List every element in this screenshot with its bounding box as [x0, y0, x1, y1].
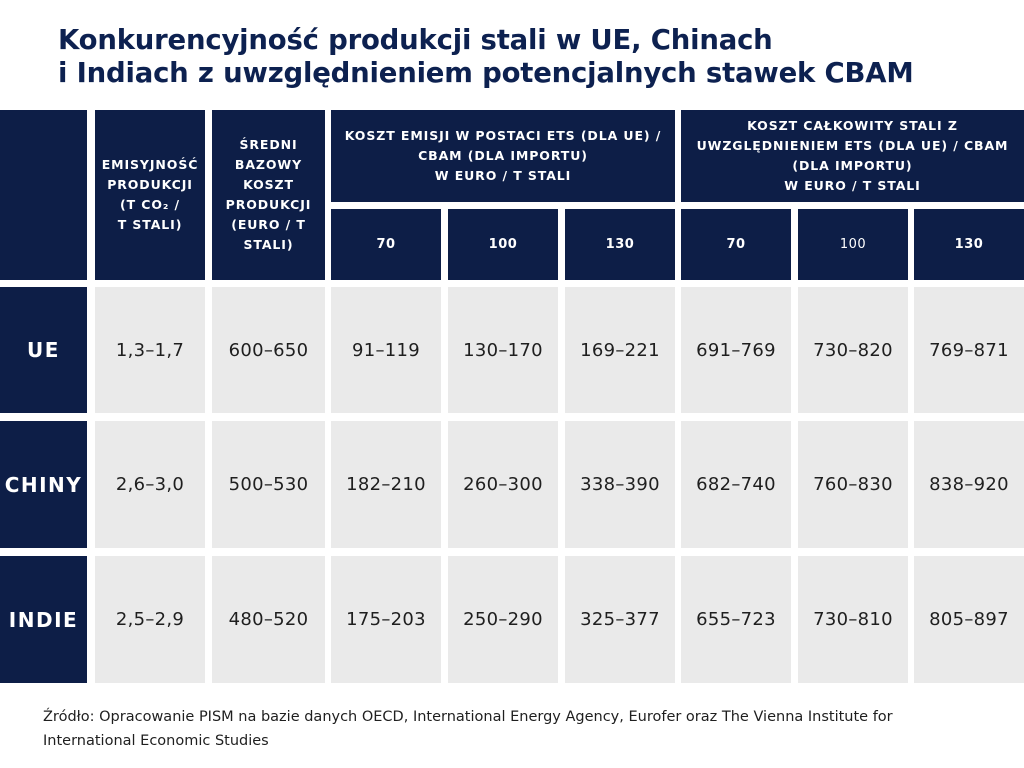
header-emission-price-100: 100 [448, 209, 558, 280]
cell-ue-emission-130: 169–221 [565, 287, 675, 413]
header-emission-price-130: 130 [565, 209, 675, 280]
cell-indie-emission-130: 325–377 [565, 556, 675, 683]
cell-chiny-emission-70: 182–210 [331, 421, 441, 548]
chart-title: Konkurencyjność produkcji stali w UE, Ch… [58, 24, 914, 90]
cell-chiny-emission-130: 338–390 [565, 421, 675, 548]
header-total-price-100: 100 [798, 209, 908, 280]
header-base-cost: ŚREDNI BAZOWY KOSZT PRODUKCJI (EURO / T … [212, 110, 325, 280]
header-emissivity: EMISYJNOŚĆ PRODUKCJI (T CO₂ / T STALI) [95, 110, 205, 280]
header-total-price-70: 70 [681, 209, 791, 280]
cell-chiny-emission-100: 260–300 [448, 421, 558, 548]
cell-indie-emissivity: 2,5–2,9 [95, 556, 205, 683]
cell-chiny-base-cost: 500–530 [212, 421, 325, 548]
cell-indie-emission-100: 250–290 [448, 556, 558, 683]
cell-chiny-emissivity: 2,6–3,0 [95, 421, 205, 548]
cell-ue-total-130: 769–871 [914, 287, 1024, 413]
cell-ue-emission-70: 91–119 [331, 287, 441, 413]
row-label-chiny: CHINY [0, 421, 87, 548]
cell-indie-base-cost: 480–520 [212, 556, 325, 683]
cell-ue-emission-100: 130–170 [448, 287, 558, 413]
cell-ue-total-70: 691–769 [681, 287, 791, 413]
cell-chiny-total-70: 682–740 [681, 421, 791, 548]
cell-indie-total-100: 730–810 [798, 556, 908, 683]
cell-indie-total-70: 655–723 [681, 556, 791, 683]
cell-chiny-total-100: 760–830 [798, 421, 908, 548]
row-label-ue: UE [0, 287, 87, 413]
header-emission-cost-group: KOSZT EMISJI W POSTACI ETS (DLA UE) / CB… [331, 110, 675, 202]
cell-ue-base-cost: 600–650 [212, 287, 325, 413]
cell-ue-emissivity: 1,3–1,7 [95, 287, 205, 413]
header-total-price-130: 130 [914, 209, 1024, 280]
header-corner [0, 110, 87, 280]
cell-indie-total-130: 805–897 [914, 556, 1024, 683]
cell-indie-emission-70: 175–203 [331, 556, 441, 683]
header-total-cost-group: KOSZT CAŁKOWITY STALI Z UWZGLĘDNIENIEM E… [681, 110, 1024, 202]
cell-chiny-total-130: 838–920 [914, 421, 1024, 548]
chart-title-line-2: i Indiach z uwzględnieniem potencjalnych… [58, 57, 914, 89]
source-note: Źródło: Opracowanie PISM na bazie danych… [43, 709, 893, 749]
header-emission-price-70: 70 [331, 209, 441, 280]
row-label-indie: INDIE [0, 556, 87, 683]
cell-ue-total-100: 730–820 [798, 287, 908, 413]
chart-title-line-1: Konkurencyjność produkcji stali w UE, Ch… [58, 24, 773, 56]
